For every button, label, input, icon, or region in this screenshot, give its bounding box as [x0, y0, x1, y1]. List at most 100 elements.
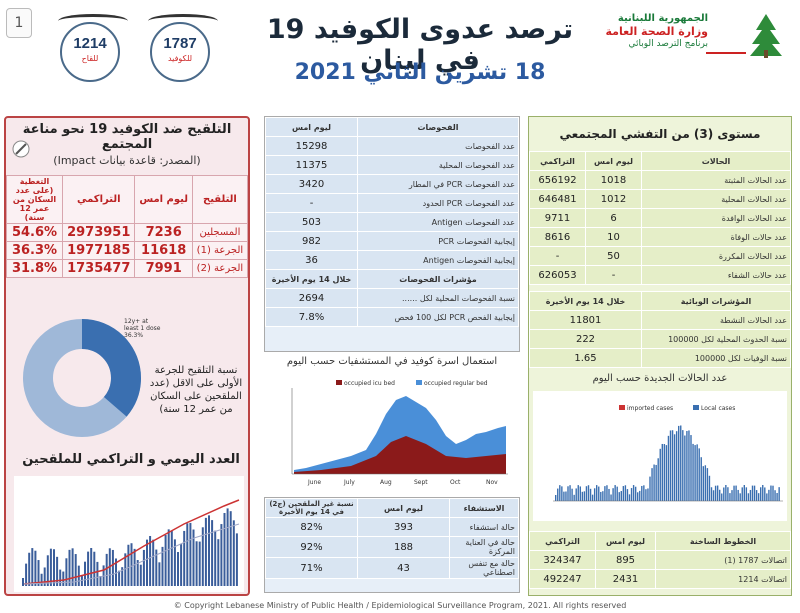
table-cell: 656192 [529, 170, 586, 190]
coverage-cell: 31.8% [6, 259, 63, 278]
vaccination-donut-chart [23, 319, 141, 437]
new-case-bar [561, 486, 563, 501]
daily-vaccination-bar [99, 576, 102, 586]
new-case-bar [729, 493, 731, 501]
row-label: عدد الفحوصات Antigen [357, 212, 519, 232]
new-case-bar [624, 485, 627, 501]
yesterday-cell: 7991 [134, 259, 193, 278]
new-case-bar [675, 431, 678, 501]
table-header-row: التراكمي ليوم امس الحالات [529, 151, 791, 171]
new-cases-chart: imported cases Local cases [533, 391, 787, 521]
table-cell: 7.8% [265, 307, 358, 327]
new-case-bar [731, 490, 733, 501]
donut-caption: نسبة التلقيح للجرعة الأولى على الاقل (عد… [149, 365, 243, 415]
table-row: 36 إيجابية الفحوصات Antigen [265, 250, 519, 270]
daily-vaccination-bar [90, 548, 93, 586]
table-cell: 895 [595, 550, 656, 570]
table-cell: 43 [357, 557, 450, 579]
new-case-bar [571, 488, 573, 501]
new-case-bar [606, 485, 608, 501]
daily-vaccination-bar [235, 533, 238, 586]
new-case-bar [655, 464, 657, 501]
daily-vaccination-bar [229, 511, 232, 586]
daily-vaccination-title: العدد اليومي و التراكمي للملقحين [22, 452, 240, 467]
row-label: عدد الفحوصات PCR الحدود [357, 193, 519, 213]
new-case-bar [593, 488, 596, 501]
daily-vaccination-bar [195, 541, 198, 586]
new-case-bar [678, 425, 680, 501]
legend-icu: occupied icu bed [344, 380, 395, 387]
daily-vaccination-bar [223, 512, 226, 586]
column-header: الخطوط الساخنة [655, 531, 791, 551]
column-header: الفحوصات [357, 117, 519, 137]
daily-vaccination-bar [167, 529, 170, 586]
cumulative-cell: 1735477 [61, 259, 136, 278]
new-case-bar [616, 486, 618, 501]
new-case-bar [684, 435, 686, 501]
legend-swatch-imported [619, 405, 625, 410]
new-case-bar [725, 485, 727, 501]
table-row: 31.8% 1735477 7991 الجرعة (2) [6, 259, 249, 278]
row-label: الجرعة (2) [191, 259, 249, 278]
daily-vaccination-bar [71, 548, 74, 586]
daily-vaccination-bar [139, 564, 142, 586]
new-case-bar [671, 430, 674, 501]
table-row: 15298 عدد الفحوصات [265, 136, 519, 156]
column-header: ليوم امس [357, 498, 450, 518]
page-title: ترصد عدوى الكوفيد 19 في لبنان [266, 14, 574, 76]
hospitalization-panel: نسبة غير الملقحين (ج2) في 14 يوم الأخيرة… [264, 497, 520, 593]
table-cell: 92% [265, 536, 358, 558]
daily-vaccination-bar [133, 548, 136, 586]
table-row: 92% 188 حالة في العناية المركزة [265, 536, 519, 558]
new-case-bar [604, 486, 606, 501]
row-label: إيجابية الفحص PCR لكل 100 فحص [357, 307, 519, 327]
table-cell: 626053 [529, 265, 586, 285]
row-label: عدد الفحوصات PCR في المطار [357, 174, 519, 194]
column-header: ليوم امس [265, 117, 358, 137]
table-cell: 2431 [595, 569, 656, 589]
x-tick: Sept [414, 479, 428, 486]
new-case-bar [661, 443, 663, 501]
daily-vaccination-bar [180, 544, 183, 586]
table-cell: 188 [357, 536, 450, 558]
daily-vaccination-bar [177, 552, 179, 586]
new-case-bar [739, 493, 741, 501]
table-row: 7.8% إيجابية الفحص PCR لكل 100 فحص [265, 307, 519, 327]
daily-vaccination-bar [232, 520, 235, 586]
column-header: خلال 14 يوم الأخيرة [265, 269, 358, 289]
new-case-bar [659, 448, 661, 501]
new-case-bar [565, 491, 567, 501]
table-cell: 15298 [265, 136, 358, 156]
new-case-bar [682, 430, 684, 501]
hotline-caption: للقاح [81, 54, 99, 63]
new-case-bar [694, 445, 696, 501]
new-case-bar [651, 468, 653, 501]
new-case-bar [598, 486, 600, 501]
daily-vaccination-bar [118, 570, 121, 586]
new-case-bar [596, 485, 598, 501]
new-case-bar [757, 493, 760, 501]
new-case-bar [632, 485, 635, 501]
daily-vaccination-bar [136, 560, 139, 586]
table-row: -50 عدد الحالات المكررة [529, 246, 791, 266]
row-label: عدد الفحوصات المحلية [357, 155, 519, 175]
community-title: مستوى (3) من التفشي المجتمعي [559, 127, 761, 141]
legend-local: Local cases [701, 405, 735, 412]
table-row: 54.6% 2973951 7236 المسجلين [6, 223, 249, 242]
new-case-bar [747, 493, 750, 501]
column-header: التراكمي [529, 151, 586, 171]
daily-vaccination-bar [130, 543, 133, 586]
x-tick: Oct [450, 479, 461, 486]
daily-vaccination-bar [34, 550, 37, 586]
column-header: ليوم امس [134, 175, 193, 224]
daily-vaccination-bar [31, 548, 34, 586]
daily-vaccination-bar [204, 517, 207, 586]
vaccination-bars [22, 508, 238, 586]
new-case-bar [639, 490, 641, 501]
donut-label: 12y+ at least 1 dose 36.3% [124, 318, 161, 339]
table-cell: 646481 [529, 189, 586, 209]
table-row: 1.65 نسبة الوفيات لكل 100000 [529, 348, 791, 368]
new-case-bar [587, 485, 590, 501]
daily-vaccination-bar [25, 563, 28, 586]
new-case-bar [612, 488, 614, 501]
